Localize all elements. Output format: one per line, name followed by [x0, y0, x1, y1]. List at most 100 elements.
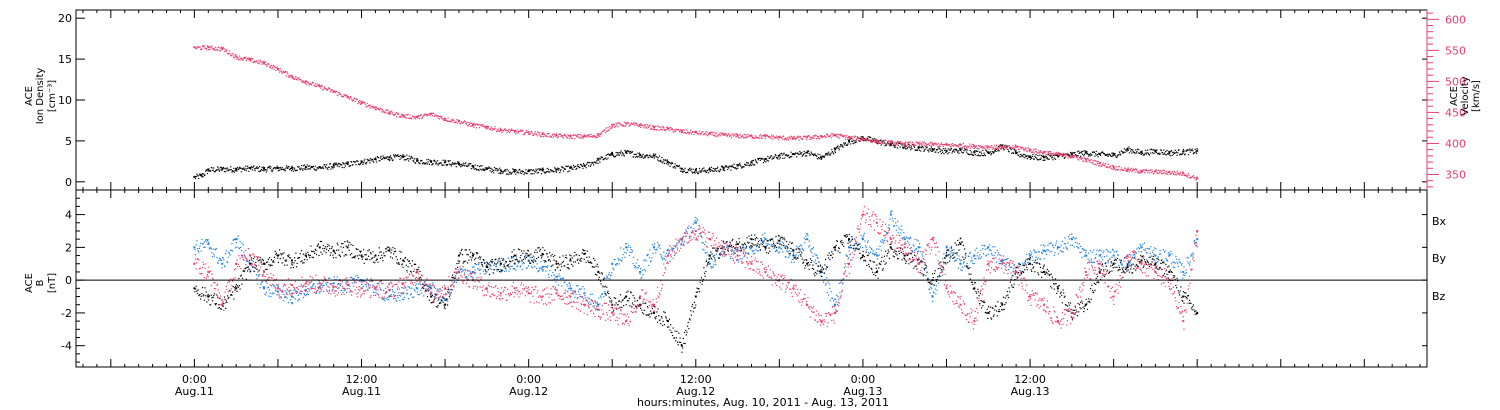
by-series-dot [676, 242, 678, 244]
velocity-series-dot [512, 129, 514, 132]
velocity-series-dot [203, 45, 205, 47]
density-series-dot [868, 136, 870, 138]
by-series-dot [487, 263, 489, 265]
density-series-dot [950, 148, 952, 150]
by-series-dot [337, 284, 339, 286]
by-series-dot [246, 258, 248, 260]
density-series-dot [1121, 151, 1123, 153]
density-series-dot [839, 143, 842, 146]
density-series-dot [200, 174, 202, 176]
velocity-series-dot [628, 122, 630, 124]
by-series-dot [946, 245, 948, 247]
density-series-dot [940, 149, 942, 151]
by-series-dot [922, 255, 924, 257]
density-series-dot [787, 154, 790, 156]
density-series-dot [1089, 155, 1091, 157]
density-series-dot [277, 170, 279, 172]
density-series-dot [949, 149, 951, 151]
velocity-series-dot [786, 139, 788, 141]
velocity-series-dot [721, 133, 723, 135]
by-series-dot [855, 247, 857, 249]
velocity-series-dot [210, 46, 212, 49]
velocity-series-dot [726, 135, 728, 137]
density-series-dot [517, 171, 519, 173]
density-series-dot [200, 173, 202, 175]
velocity-series-dot [1074, 154, 1076, 156]
velocity-series-dot [716, 135, 718, 137]
by-series-dot [404, 286, 407, 288]
by-series-dot [578, 288, 580, 290]
density-series-dot [302, 165, 305, 167]
by-series-dot [786, 250, 788, 252]
density-series-dot [196, 173, 198, 175]
velocity-series-dot [221, 48, 224, 50]
density-series-dot [952, 150, 954, 153]
density-series-dot [641, 155, 644, 157]
density-series-dot [252, 169, 254, 171]
by-series-dot [878, 254, 881, 256]
density-series-dot [355, 164, 357, 166]
density-series-dot [794, 152, 797, 154]
density-series-dot [276, 165, 278, 167]
by-series-dot [703, 244, 706, 246]
density-series-dot [248, 167, 251, 169]
velocity-series-dot [551, 136, 553, 138]
by-series-point [625, 246, 628, 249]
by-series-dot [1020, 273, 1022, 276]
by-series-dot [1141, 246, 1143, 248]
by-series-dot [1163, 260, 1165, 263]
by-series-dot [666, 249, 668, 252]
by-series-dot [508, 270, 510, 272]
by-series-dot [413, 296, 415, 298]
density-series-dot [1108, 154, 1110, 156]
density-series-dot [647, 157, 649, 159]
density-series-dot [639, 156, 641, 159]
velocity-series-dot [391, 112, 394, 114]
by-series-dot [851, 239, 853, 241]
by-series-dot [636, 267, 638, 269]
by-series-dot [391, 289, 394, 291]
velocity-series-dot [339, 93, 341, 95]
velocity-series-dot [1180, 171, 1182, 173]
velocity-series-dot [1161, 170, 1163, 172]
velocity-series-dot [1059, 154, 1062, 156]
velocity-series-dot [470, 122, 472, 124]
density-series-dot [1121, 151, 1124, 153]
density-series-dot [865, 139, 867, 142]
velocity-series-dot [423, 114, 425, 117]
velocity-series-dot [207, 46, 209, 48]
by-series-dot [1001, 260, 1003, 263]
velocity-series-dot [979, 145, 981, 147]
density-series-dot [328, 166, 330, 168]
velocity-series-dot [1056, 152, 1058, 154]
density-series-dot [450, 163, 452, 166]
density-series-dot [267, 167, 269, 169]
velocity-series-point [597, 133, 600, 136]
by-series-dot [965, 266, 968, 268]
density-series-dot [518, 169, 520, 171]
by-series-dot [1169, 253, 1171, 255]
by-series-dot [1116, 250, 1118, 252]
density-series-dot [717, 170, 719, 172]
velocity-series-dot [875, 138, 877, 140]
density-series-dot [825, 154, 827, 156]
by-series-dot [563, 281, 565, 283]
velocity-series-dot [1059, 152, 1061, 155]
by-series-dot [434, 295, 436, 298]
by-series-dot [782, 251, 784, 253]
density-series-dot [904, 147, 906, 149]
velocity-series-dot [1019, 146, 1022, 148]
velocity-series-point [764, 135, 767, 137]
density-series-dot [932, 149, 934, 151]
density-series-dot [1099, 153, 1101, 155]
density-series-dot [1124, 151, 1126, 153]
by-series-dot [769, 239, 771, 241]
by-series-dot [500, 257, 503, 259]
by-series-dot [1051, 250, 1053, 253]
density-series-dot [1052, 159, 1054, 161]
density-series-dot [1074, 151, 1076, 154]
by-series-dot [239, 240, 241, 243]
by-series-dot [664, 255, 666, 257]
by-series-dot [377, 293, 379, 295]
velocity-series-dot [369, 107, 371, 109]
